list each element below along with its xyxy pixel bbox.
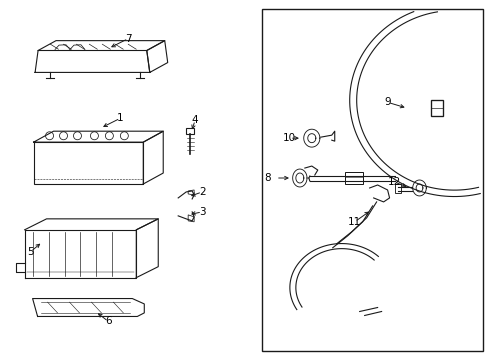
Text: 3: 3 xyxy=(199,207,205,217)
Bar xyxy=(394,184,400,193)
Text: 5: 5 xyxy=(27,247,34,257)
Text: 1: 1 xyxy=(117,113,123,123)
Text: 11: 11 xyxy=(347,217,361,227)
Text: 9: 9 xyxy=(384,97,390,107)
Bar xyxy=(344,172,362,184)
Text: 12: 12 xyxy=(387,177,400,187)
Bar xyxy=(262,9,482,351)
Text: 10: 10 xyxy=(283,133,296,143)
Text: 8: 8 xyxy=(264,173,271,183)
Bar xyxy=(430,100,443,116)
Text: 6: 6 xyxy=(105,316,111,327)
Text: 2: 2 xyxy=(199,187,205,197)
Text: 4: 4 xyxy=(191,115,198,125)
Text: 7: 7 xyxy=(125,33,131,44)
